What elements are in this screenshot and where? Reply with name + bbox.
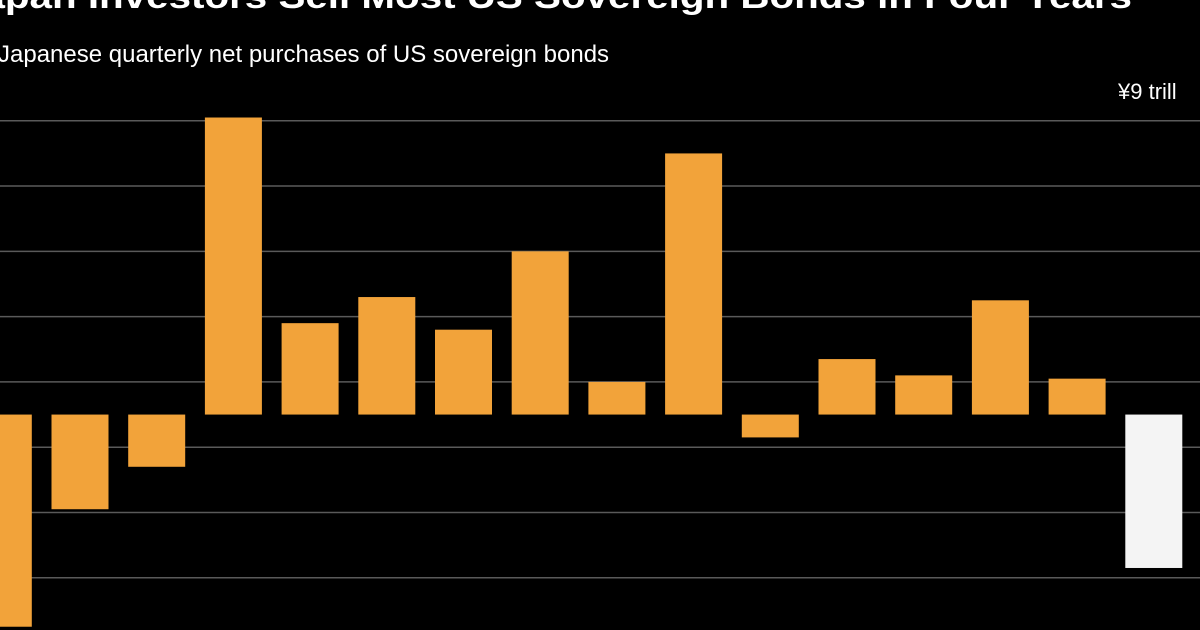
bar xyxy=(51,414,109,510)
bar xyxy=(1125,414,1183,568)
bar xyxy=(435,329,492,415)
chart-subtitle: Japanese quarterly net purchases of US s… xyxy=(0,41,609,68)
bar xyxy=(204,117,262,415)
bar xyxy=(818,359,876,415)
bar xyxy=(281,323,339,415)
bar xyxy=(665,153,723,415)
bar xyxy=(358,297,416,415)
bar xyxy=(128,414,186,467)
bar xyxy=(895,375,953,415)
bar xyxy=(511,251,569,415)
bar xyxy=(971,300,1029,415)
bar xyxy=(741,414,799,438)
bar xyxy=(0,414,32,627)
bar xyxy=(1048,378,1106,415)
bar xyxy=(588,381,646,415)
y-tick-label: ¥9 trill xyxy=(1117,79,1177,104)
chart-title: Japan Investors Sell Most US Sovereign B… xyxy=(0,0,1132,16)
